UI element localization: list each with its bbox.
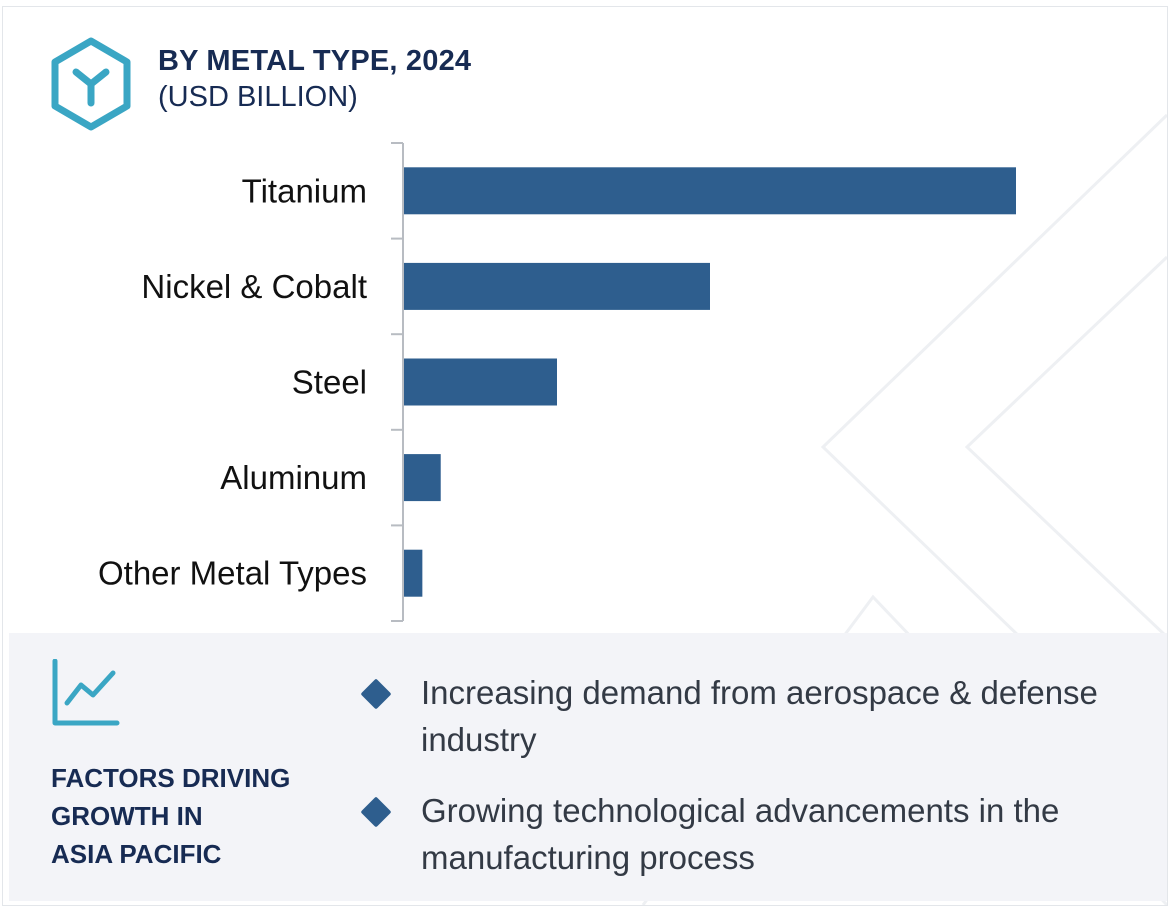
chart-title: BY METAL TYPE, 2024 bbox=[158, 45, 472, 77]
category-label: Aluminum bbox=[220, 459, 367, 496]
category-label: Titanium bbox=[242, 172, 367, 209]
bar bbox=[404, 358, 557, 406]
factor-text: Increasing demand from aerospace & defen… bbox=[421, 674, 1098, 758]
chart-card: BY METAL TYPE, 2024 (USD BILLION) Titani… bbox=[2, 6, 1168, 906]
trend-chart-icon bbox=[52, 659, 120, 726]
bar bbox=[404, 549, 423, 597]
factor-text: Growing technological advancements in th… bbox=[421, 792, 1060, 876]
chart-subtitle: (USD BILLION) bbox=[158, 81, 358, 113]
bar bbox=[404, 167, 1016, 215]
factors-title-line: FACTORS DRIVING bbox=[51, 763, 291, 793]
category-label: Steel bbox=[292, 364, 367, 401]
category-label: Other Metal Types bbox=[98, 555, 367, 592]
bar bbox=[404, 454, 441, 502]
bar bbox=[404, 262, 710, 310]
factors-title: FACTORS DRIVING GROWTH IN ASIA PACIFIC bbox=[51, 759, 321, 873]
diamond-bullet-icon bbox=[360, 796, 392, 828]
bar-chart: Titanium Nickel & Cobalt Steel Aluminum Othe… bbox=[98, 142, 1016, 622]
factors-title-line: GROWTH IN bbox=[51, 801, 203, 831]
hexagon-y-logo-icon bbox=[51, 37, 131, 131]
diamond-bullet-icon bbox=[360, 678, 392, 710]
factors-title-line: ASIA PACIFIC bbox=[51, 839, 222, 869]
growth-factors-panel: FACTORS DRIVING GROWTH IN ASIA PACIFIC I… bbox=[9, 633, 1167, 901]
category-label: Nickel & Cobalt bbox=[141, 268, 367, 305]
